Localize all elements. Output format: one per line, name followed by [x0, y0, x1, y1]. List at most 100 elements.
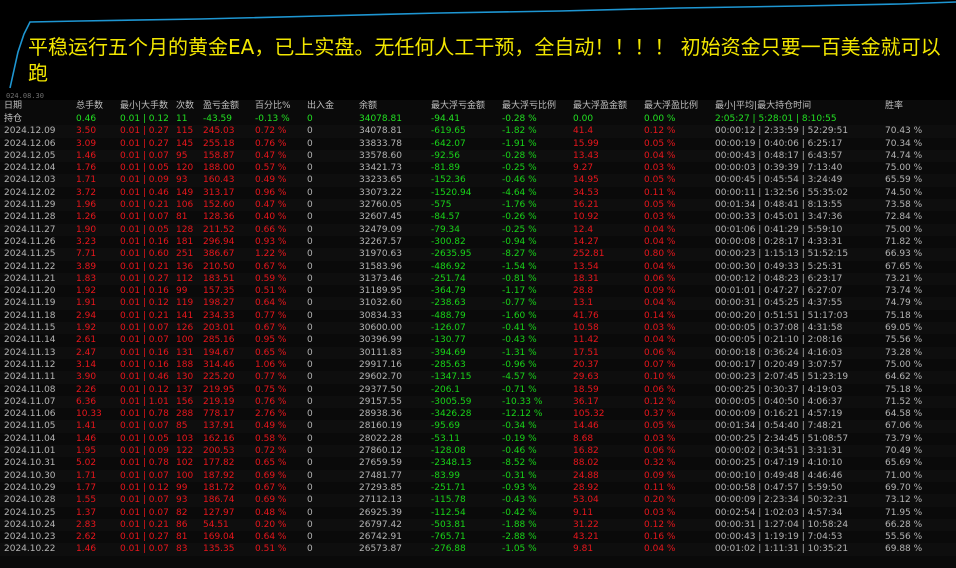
cell-max-drawdown-pct: -0.46 %: [498, 445, 569, 458]
table-row[interactable]: 2024.12.04 1.76 0.01 | 0.05 120 188.00 0.57 %…: [0, 162, 956, 174]
table-row[interactable]: 2024.11.25 7.71 0.01 | 0.60 251 386.67 1.22 %…: [0, 248, 956, 261]
table-row[interactable]: 2024.10.25 1.37 0.01 | 0.07 82 127.97 0.48 % 0…: [0, 507, 956, 519]
cell-pnl: 225.20: [199, 371, 251, 384]
table-row[interactable]: 2024.10.23 2.62 0.01 | 0.27 81 169.04 0.64 % 0…: [0, 531, 956, 543]
table-row[interactable]: 2024.11.29 1.96 0.01 | 0.21 106 152.60 0.47 %…: [0, 199, 956, 212]
table-row[interactable]: 2024.11.01 1.95 0.01 | 0.09 122 200.53 0.72 %…: [0, 445, 956, 458]
cell-hold-time: 00:00:30 | 0:49:33 | 5:25:31: [715, 261, 843, 272]
table-row[interactable]: 2024.12.02 3.72 0.01 | 0.46 149 313.17 0.96 %…: [0, 187, 956, 199]
cell-pct: 0.93 %: [255, 236, 287, 247]
cell-max-drawdown: -503.81: [427, 518, 498, 532]
table-row[interactable]: 2024.11.05 1.41 0.01 | 0.07 85 137.91 0.49 % 0…: [0, 420, 956, 433]
column-header-pct[interactable]: 百分比%: [255, 101, 291, 111]
table-row[interactable]: 2024.11.14 2.61 0.01 | 0.07 100 285.16 0.95 %…: [0, 334, 956, 346]
cell-win-rate: 73.58 %: [881, 199, 956, 212]
cell-max-drawdown: -3005.59: [427, 395, 498, 409]
cell-lots: 1.71: [72, 469, 116, 482]
table-row[interactable]: 2024.12.09 3.50 0.01 | 0.27 115 245.03 0.72 %…: [0, 125, 956, 138]
daily-stats-table-container[interactable]: 日期 总手数 最小|大手数 次数 盈亏金额 百分比% 出入金 余额 最大浮亏金额 最大浮亏比例 最大…: [0, 100, 956, 568]
cell-lots: 1.96: [72, 199, 116, 212]
table-row-open-positions[interactable]: 持仓 0.46 0.01 | 0.12 11 -43.59 -0.13 % 0 34078.8…: [0, 113, 956, 125]
column-header-max-floating-profit-pct[interactable]: 最大浮盈比例: [644, 101, 699, 111]
cell-minmax-lots: 0.01 | 0.21: [116, 518, 172, 532]
table-row[interactable]: 2024.10.29 1.77 0.01 | 0.12 99 181.72 0.67 % 0…: [0, 482, 956, 494]
cell-max-floating-profit: 17.51: [569, 346, 640, 359]
table-row[interactable]: 2024.10.30 1.71 0.01 | 0.07 100 187.92 0.69 %…: [0, 469, 956, 482]
cell-trades: 83: [172, 543, 199, 556]
cell-pct: 0.58 %: [255, 433, 287, 444]
column-header-lots[interactable]: 总手数: [76, 101, 104, 111]
table-row[interactable]: 2024.10.31 5.02 0.01 | 0.78 102 177.82 0.65 %…: [0, 457, 956, 469]
cell-win-rate: 71.00 %: [881, 469, 956, 482]
table-row[interactable]: 2024.11.13 2.47 0.01 | 0.16 131 194.67 0.65 %…: [0, 346, 956, 359]
cell-max-floating-profit: 53.04: [569, 494, 640, 507]
column-header-date[interactable]: 日期: [4, 101, 23, 111]
cell-balance: 32267.57: [359, 236, 402, 247]
cell-max-floating-profit: 9.11: [573, 507, 594, 518]
table-row[interactable]: 2024.10.24 2.83 0.01 | 0.21 86 54.51 0.20 % 0 2…: [0, 518, 956, 532]
column-header-win-rate[interactable]: 胜率: [885, 101, 904, 111]
table-row[interactable]: 2024.11.15 1.92 0.01 | 0.07 126 203.01 0.67 %…: [0, 322, 956, 335]
cell-cash-flow: 0: [307, 212, 313, 223]
table-row[interactable]: 2024.12.03 1.71 0.01 | 0.09 93 160.43 0.49 % 0…: [0, 174, 956, 187]
table-row[interactable]: 2024.11.07 6.36 0.01 | 1.01 156 219.19 0.76 %…: [0, 395, 956, 409]
cell-lots: 2.61: [76, 335, 97, 346]
cell-trades: 99: [176, 286, 188, 297]
cell-lots: 3.72: [76, 187, 97, 198]
column-header-hold-time[interactable]: 最小|平均|最大持仓时间: [715, 101, 812, 111]
cell-lots: 7.71: [72, 248, 116, 261]
cell-minmax-lots: 0.01 | 0.21: [116, 199, 172, 212]
cell-max-drawdown: -128.08: [427, 445, 498, 458]
cell-minmax-lots: 0.01 | 0.16: [116, 346, 172, 359]
cell-balance: 27481.77: [355, 469, 427, 482]
table-row[interactable]: 2024.12.06 3.09 0.01 | 0.27 145 255.18 0.76 %…: [0, 138, 956, 150]
table-row[interactable]: 2024.11.21 1.83 0.01 | 0.27 112 183.51 0.59 %…: [0, 272, 956, 286]
table-row[interactable]: 2024.11.27 1.90 0.01 | 0.05 128 211.52 0.66 %…: [0, 223, 956, 236]
table-row[interactable]: 2024.11.18 2.94 0.01 | 0.21 141 234.33 0.77 %…: [0, 310, 956, 322]
cell-date: 2024.10.24: [0, 518, 72, 532]
column-header-trades[interactable]: 次数: [176, 101, 195, 111]
cell-lots: 3.14: [76, 359, 97, 370]
cell-date: 2024.11.27: [0, 223, 72, 236]
cell-cash-flow: 0: [303, 420, 355, 433]
table-row[interactable]: 2024.11.11 3.90 0.01 | 0.46 130 225.20 0.77 %…: [0, 371, 956, 384]
table-row[interactable]: 2024.11.28 1.26 0.01 | 0.07 81 128.36 0.40 % 0…: [0, 211, 956, 223]
table-row[interactable]: 2024.10.28 1.55 0.01 | 0.07 93 186.74 0.69 % 0…: [0, 494, 956, 507]
cell-win-rate: 71.95 %: [885, 507, 923, 518]
cell-max-drawdown: -765.71: [431, 532, 466, 543]
cell-lots: 1.77: [76, 482, 97, 493]
cell-win-rate: 75.18 %: [885, 384, 923, 395]
table-row[interactable]: 2024.11.12 3.14 0.01 | 0.16 188 314.46 1.06 %…: [0, 359, 956, 371]
cell-hold-time: 00:02:54 | 1:02:03 | 4:57:34: [715, 507, 843, 518]
cell-max-floating-profit: 20.37: [573, 359, 599, 370]
column-header-max-drawdown[interactable]: 最大浮亏金额: [431, 101, 486, 111]
cell-balance: 33233.65: [355, 174, 427, 187]
cell-max-floating-profit: 18.59: [573, 384, 599, 395]
column-header-max-floating-profit[interactable]: 最大浮盈金额: [573, 101, 628, 111]
table-row[interactable]: 2024.11.22 3.89 0.01 | 0.21 136 210.50 0.67 %…: [0, 261, 956, 273]
table-row[interactable]: 2024.11.20 1.92 0.01 | 0.16 99 157.35 0.51 % 0…: [0, 285, 956, 297]
cell-max-drawdown-pct: -0.41 %: [498, 322, 569, 335]
table-row[interactable]: 2024.11.04 1.46 0.01 | 0.05 103 162.16 0.58 %…: [0, 433, 956, 445]
table-row[interactable]: 2024.11.19 1.91 0.01 | 0.12 119 198.27 0.64 %…: [0, 297, 956, 310]
cell-max-floating-profit-pct: 0.05 %: [640, 420, 711, 433]
column-header-max-drawdown-pct[interactable]: 最大浮亏比例: [502, 101, 557, 111]
column-header-cash-flow[interactable]: 出入金: [307, 101, 335, 111]
table-row[interactable]: 2024.11.26 3.23 0.01 | 0.16 181 296.94 0.93 %…: [0, 236, 956, 248]
cell-max-drawdown-pct: -0.25 %: [498, 223, 569, 236]
cell-hold-time: 00:01:34 | 0:54:40 | 7:48:21: [711, 420, 881, 433]
table-row[interactable]: 2024.11.06 10.33 0.01 | 0.78 288 778.17 2.76 …: [0, 408, 956, 420]
cell-balance: 33833.78: [359, 138, 402, 149]
cell-pct: 1.06 %: [255, 359, 287, 370]
column-header-pnl[interactable]: 盈亏金额: [203, 101, 240, 111]
table-row[interactable]: 2024.11.08 2.26 0.01 | 0.12 137 219.95 0.75 %…: [0, 384, 956, 396]
cell-max-floating-profit-pct: 0.04 %: [644, 261, 676, 272]
cell-win-rate: 65.59 %: [881, 174, 956, 187]
cell-pnl: 194.67: [199, 346, 251, 359]
cell-cash-flow: 0: [307, 163, 313, 174]
cell-pct: 0.40 %: [255, 212, 287, 223]
column-header-minmax-lots[interactable]: 最小|大手数: [120, 101, 169, 111]
column-header-balance[interactable]: 余额: [359, 101, 378, 111]
table-row[interactable]: 2024.12.05 1.46 0.01 | 0.07 95 158.87 0.47 % 0…: [0, 149, 956, 163]
table-row[interactable]: 2024.10.22 1.46 0.01 | 0.07 83 135.35 0.51 % 0…: [0, 543, 956, 556]
